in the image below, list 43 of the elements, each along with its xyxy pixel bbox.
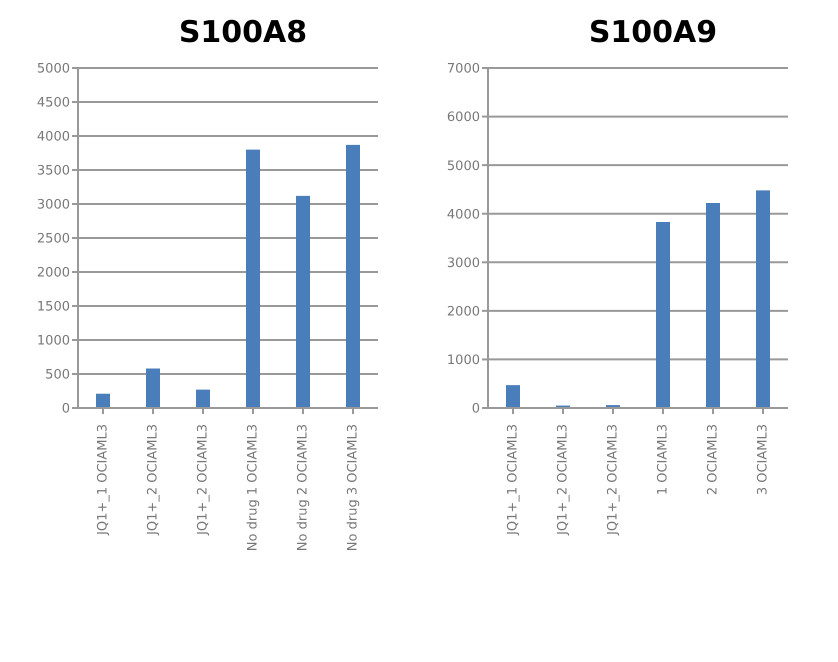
bar <box>656 222 670 408</box>
y-tick-label: 5000 <box>446 158 480 174</box>
bar <box>756 190 770 408</box>
bar <box>246 150 260 408</box>
y-tick-label: 3500 <box>36 164 70 179</box>
x-tick-label: JQ1+_2 OCIAML3 <box>606 424 620 536</box>
x-tick-label: JQ1+_2 OCIAML3 <box>196 424 210 536</box>
y-tick-label: 5000 <box>36 62 70 77</box>
y-tick-label: 0 <box>472 402 480 417</box>
x-tick-label: JQ1+_1 OCIAML3 <box>96 424 110 536</box>
x-tick-label: No drug 2 OCIAML3 <box>296 424 310 552</box>
y-tick-label: 2000 <box>36 266 70 281</box>
bar <box>506 385 520 408</box>
y-tick-label: 2000 <box>446 304 480 320</box>
y-tick-label: 4500 <box>36 96 70 111</box>
y-tick-label: 1000 <box>36 334 70 349</box>
chart-title: S100A9 <box>588 14 718 52</box>
x-tick-label: 2 OCIAML3 <box>706 424 720 496</box>
y-tick-label: 1500 <box>36 300 70 315</box>
y-tick-label: 4000 <box>36 130 70 145</box>
x-tick-label: JQ1+_2 OCIAML3 <box>146 424 160 536</box>
y-tick-label: 6000 <box>446 110 480 126</box>
x-tick-label: No drug 3 OCIAML3 <box>346 424 360 552</box>
x-tick-label: No drug 1 OCIAML3 <box>246 424 260 552</box>
y-tick-label: 4000 <box>446 207 480 222</box>
bar <box>706 203 720 408</box>
x-tick-label: JQ1+_1 OCIAML3 <box>506 424 520 536</box>
x-tick-label: JQ1+_2 OCIAML3 <box>556 424 570 536</box>
y-tick-label: 0 <box>62 402 70 417</box>
chart-title: S100A8 <box>178 14 308 52</box>
x-tick-label: 3 OCIAML3 <box>756 424 770 496</box>
bar <box>296 196 310 408</box>
bar <box>146 368 160 408</box>
y-tick-label: 2500 <box>36 232 70 247</box>
y-tick-label: 1000 <box>446 353 480 368</box>
bar <box>346 144 360 408</box>
x-tick-label: 1 OCIAML3 <box>656 424 670 496</box>
bar <box>96 394 110 408</box>
bar <box>196 390 210 408</box>
y-tick-label: 500 <box>45 368 70 383</box>
y-tick-label: 3000 <box>36 198 70 213</box>
y-tick-label: 7000 <box>446 62 480 77</box>
y-tick-label: 3000 <box>446 256 480 271</box>
